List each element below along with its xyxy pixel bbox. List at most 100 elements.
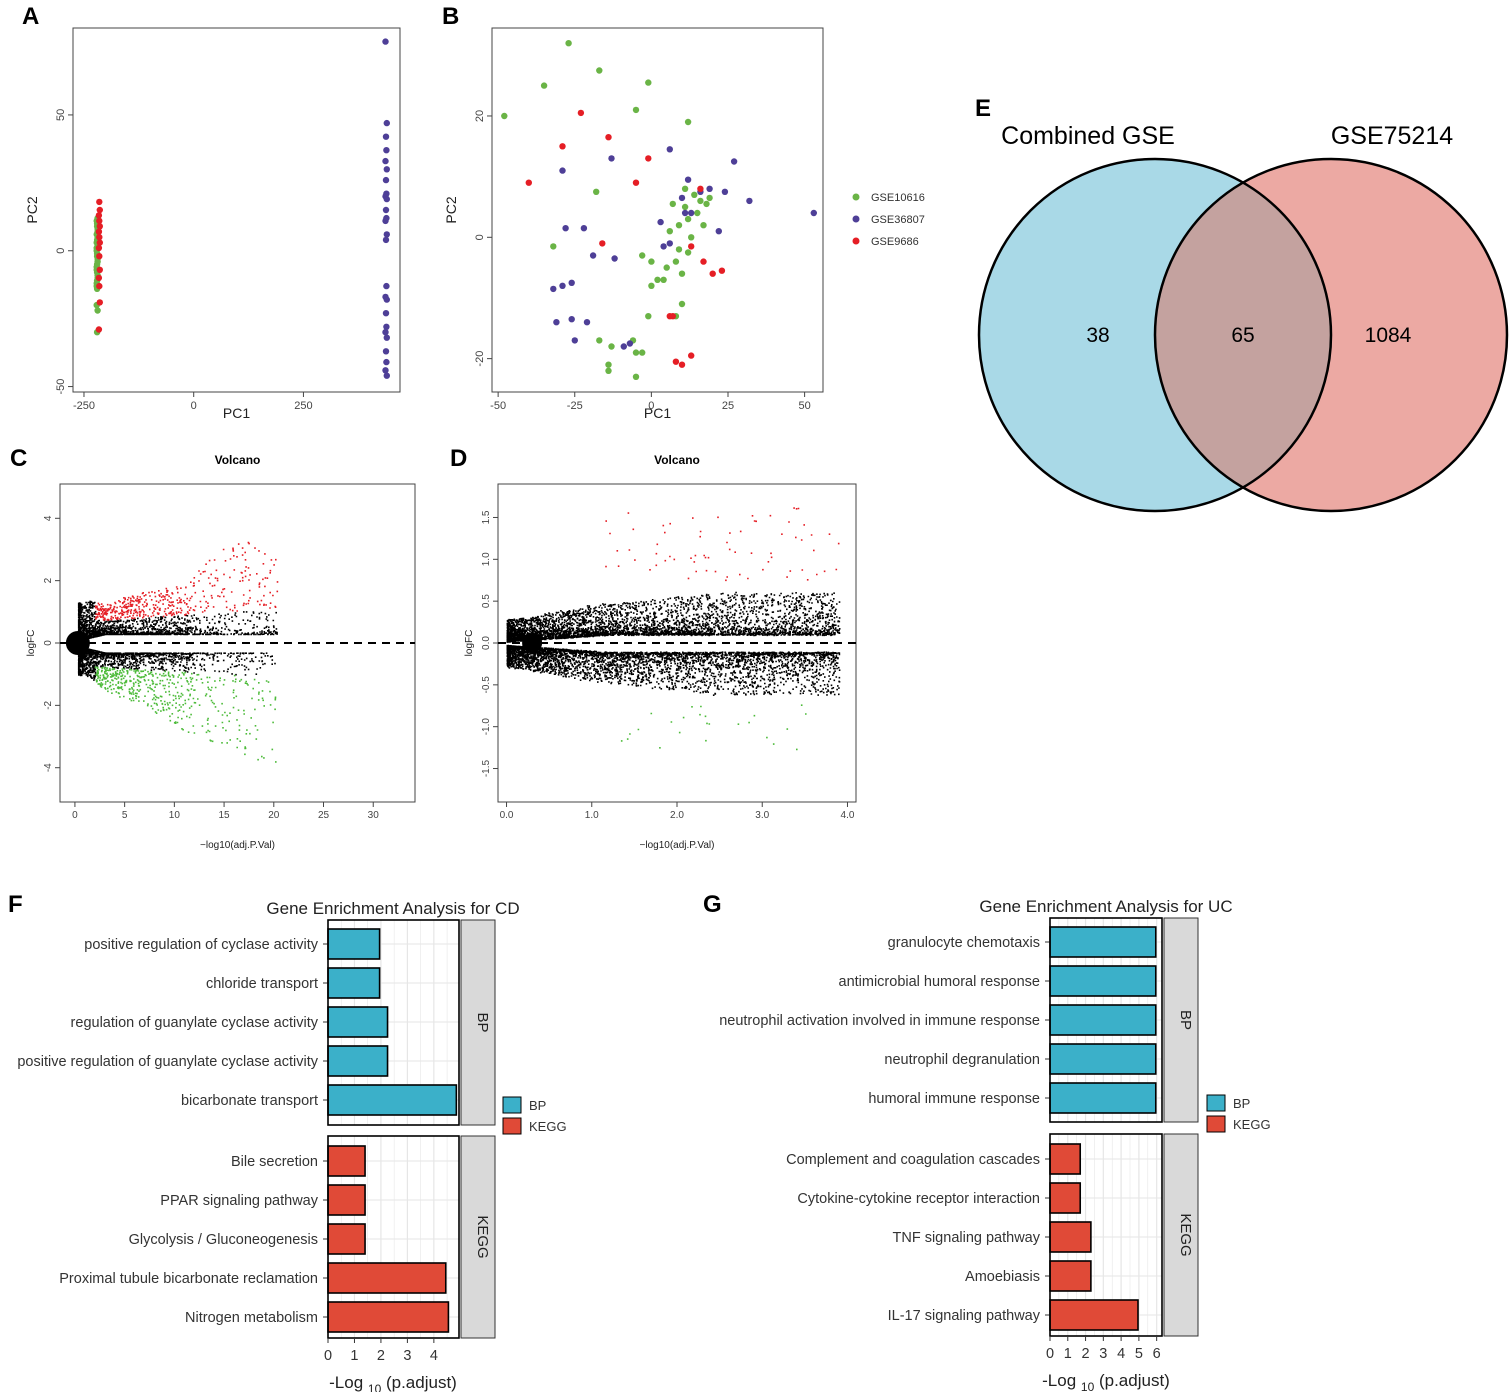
point-gse36807: [382, 310, 390, 317]
x-axis-label: -Log 10 (p.adjust): [329, 1373, 457, 1392]
panel-label-a: A: [22, 3, 39, 30]
point-gse9686: [96, 299, 104, 306]
panel-label-b: B: [442, 3, 459, 30]
point-gse36807: [383, 372, 390, 379]
y-tick-label: 50: [55, 109, 67, 121]
facet-strip-label-bp: BP: [1177, 1010, 1194, 1030]
legend-label-bp: BP: [1233, 1096, 1250, 1111]
category-label-chloride-transport: chloride transport: [206, 976, 318, 992]
panel-label-e: E: [975, 95, 991, 122]
bar-ppar-signaling-pathway: [327, 1184, 366, 1216]
x-tick-label: 25: [722, 400, 734, 412]
facet-strip: [1163, 917, 1199, 1123]
point-gse9686: [718, 267, 726, 274]
point-gse10616: [648, 258, 655, 265]
points-downregulated: [94, 666, 277, 763]
point-gse36807: [562, 225, 569, 232]
panel-border: [327, 919, 460, 1126]
point-gse9686: [632, 179, 640, 186]
point-gse36807: [666, 146, 673, 153]
x-tick-label: 3.0: [755, 810, 769, 821]
y-tick-label: -50: [55, 379, 67, 395]
venn-overlap: [1155, 159, 1331, 511]
legend-swatch-kegg: [502, 1117, 522, 1135]
x-tick-label: 4: [430, 1348, 438, 1364]
legend-marker-gse9686: [852, 237, 860, 245]
x-tick-label: 1: [1064, 1346, 1072, 1362]
point-gse10616: [501, 112, 508, 120]
x-tick-label: 5: [122, 810, 128, 821]
y-tick-label: 0: [474, 234, 486, 240]
point-gse10616: [700, 222, 707, 229]
x-tick-label: 4.0: [841, 810, 855, 821]
x-tick-label: 30: [368, 810, 380, 821]
point-gse10616: [550, 243, 557, 250]
bar-complement-and-coagulation-cascades: [1049, 1143, 1082, 1175]
point-gse9686: [559, 143, 566, 150]
point-gse36807: [383, 231, 390, 238]
panel-border: [1049, 1133, 1163, 1337]
bar-amoebiasis: [1049, 1260, 1092, 1292]
category-label-bicarbonate-transport: bicarbonate transport: [181, 1093, 318, 1109]
point-gse10616: [645, 79, 652, 86]
legend-label-kegg: KEGG: [1233, 1117, 1271, 1132]
points-upregulated: [605, 507, 840, 582]
point-gse9686: [96, 253, 103, 260]
panel-label-g: G: [703, 891, 722, 918]
legend-swatch-bp: [502, 1096, 522, 1114]
bar-nitrogen-metabolism: [327, 1301, 450, 1333]
panel-border: [327, 1135, 460, 1339]
point-gse9686: [96, 282, 103, 290]
point-gse10616: [663, 264, 670, 271]
venn-count-combined-only: 38: [1086, 324, 1109, 347]
x-tick-label: 250: [294, 400, 312, 412]
point-gse10616: [684, 215, 692, 223]
x-tick-label: 0: [1046, 1346, 1054, 1362]
facet-strip-label-bp: BP: [474, 1012, 491, 1032]
enrichment-chart-cd: Gene Enrichment Analysis for CD positive …: [17, 899, 566, 1392]
category-label-il-17-signaling-pathway: IL-17 signaling pathway: [888, 1308, 1041, 1324]
point-gse10616: [660, 276, 667, 283]
x-tick-label: 10: [169, 810, 181, 821]
bar-proximal-tubule-bicarbonate-reclamation: [327, 1262, 447, 1294]
legend-label-gse9686: GSE9686: [871, 236, 919, 248]
point-gse10616: [694, 209, 701, 217]
point-gse36807: [589, 252, 597, 259]
x-tick-label: 3: [1099, 1346, 1107, 1362]
panel-label-c: C: [10, 445, 27, 472]
x-axis-label: PC1: [223, 405, 250, 421]
point-gse36807: [382, 176, 390, 184]
x-axis-label: −log10(adj.P.Val): [640, 840, 715, 851]
y-tick-label: 1.0: [481, 552, 492, 566]
bar-chloride-transport: [327, 967, 381, 999]
category-label-nitrogen-metabolism: Nitrogen metabolism: [185, 1310, 318, 1326]
points-not-significant: [506, 591, 841, 696]
bar-neutrophil-activation-involved-in-immune-response: [1049, 1004, 1157, 1036]
point-gse10616: [645, 313, 652, 320]
point-gse9686: [96, 206, 104, 214]
points-downregulated: [620, 704, 807, 751]
volcano-plot-c: 0 5 10 15 20 25 30 -4 -2 0 2 4 −log10(adj.P.Val) logF…: [26, 453, 416, 851]
venn-count-gse75214-only: 1084: [1365, 324, 1412, 347]
point-gse36807: [608, 155, 615, 162]
point-gse9686: [95, 274, 103, 282]
point-gse36807: [688, 209, 695, 217]
point-gse10616: [684, 118, 692, 126]
category-label-cytokine-cytokine-receptor-interaction: Cytokine-cytokine receptor interaction: [797, 1191, 1040, 1207]
point-gse10616: [703, 200, 710, 208]
panel-label-f: F: [8, 891, 23, 918]
x-tick-label: 5: [1135, 1346, 1143, 1362]
point-gse10616: [605, 367, 612, 374]
x-tick-label: 0: [72, 810, 78, 821]
plot-frame: [72, 27, 401, 393]
plot-title: Volcano: [654, 453, 700, 467]
point-gse9686: [605, 134, 612, 141]
point-gse10616: [666, 228, 673, 235]
point-gse36807: [666, 240, 673, 247]
point-gse9686: [95, 212, 103, 219]
y-tick-label: 1.5: [481, 510, 492, 524]
point-gse10616: [669, 200, 676, 208]
point-gse10616: [684, 249, 692, 256]
y-tick-label: 0: [43, 640, 54, 646]
x-tick-label: 2: [377, 1348, 385, 1364]
